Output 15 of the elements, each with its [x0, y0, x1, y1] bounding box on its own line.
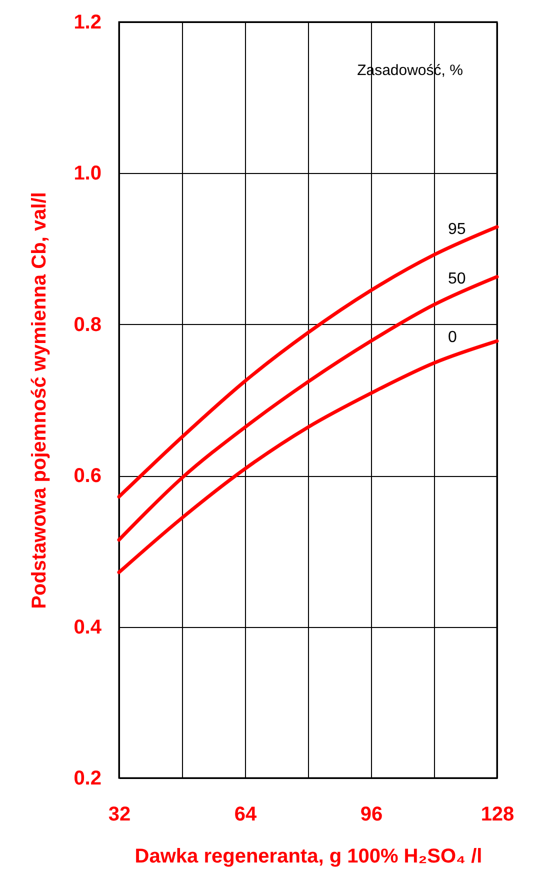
- y-tick-label: 0.4: [74, 616, 102, 638]
- x-tick-label: 32: [108, 804, 131, 826]
- y-tick-label: 0.2: [74, 768, 102, 790]
- y-tick-label: 0.6: [74, 465, 102, 488]
- series-label: 95: [448, 220, 466, 238]
- y-tick-label: 1.2: [74, 12, 102, 34]
- x-tick-label: 128: [480, 804, 514, 826]
- x-tick-label: 96: [360, 804, 383, 826]
- series-label: 50: [448, 270, 466, 288]
- y-axis-title: Podstawowa pojemność wymienna Cb, val/l: [28, 192, 51, 609]
- x-tick-label: 64: [234, 804, 258, 826]
- y-tick-label: 0.8: [74, 314, 102, 336]
- series-label: 0: [448, 328, 457, 346]
- y-tick-label: 1.0: [74, 162, 102, 185]
- x-axis-title: Dawka regeneranta, g 100% H₂SO₄ /l: [134, 846, 482, 868]
